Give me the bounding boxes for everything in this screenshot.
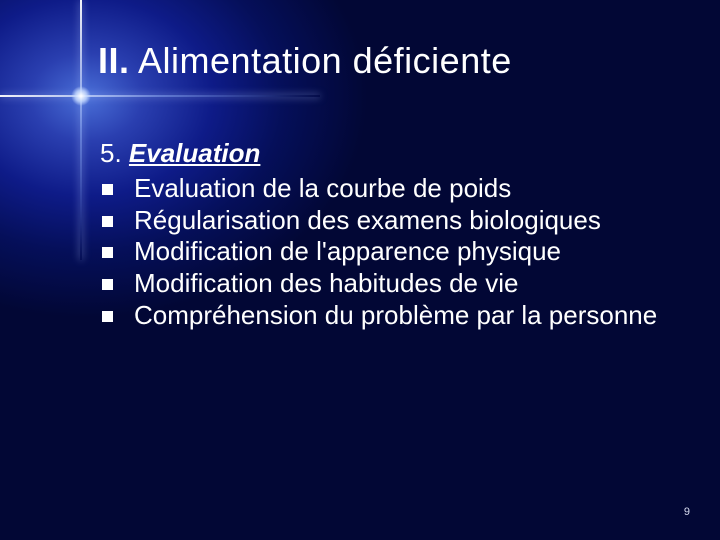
section-word: Evaluation <box>129 138 260 168</box>
title-roman: II. <box>98 40 130 81</box>
list-item: Evaluation de la courbe de poids <box>100 173 660 205</box>
slide-title: II. Alimentation déficiente <box>98 40 660 82</box>
list-item: Modification de l'apparence physique <box>100 236 660 268</box>
list-item: Compréhension du problème par la personn… <box>100 300 660 332</box>
title-text: Alimentation déficiente <box>130 40 512 81</box>
list-item: Régularisation des examens biologiques <box>100 205 660 237</box>
page-number: 9 <box>684 506 690 518</box>
section-number: 5. <box>100 138 129 168</box>
section-heading: 5. Evaluation <box>100 138 660 169</box>
list-item: Modification des habitudes de vie <box>100 268 660 300</box>
slide-container: II. Alimentation déficiente 5. Evaluatio… <box>0 0 720 540</box>
bullet-list: Evaluation de la courbe de poids Régular… <box>100 173 660 332</box>
